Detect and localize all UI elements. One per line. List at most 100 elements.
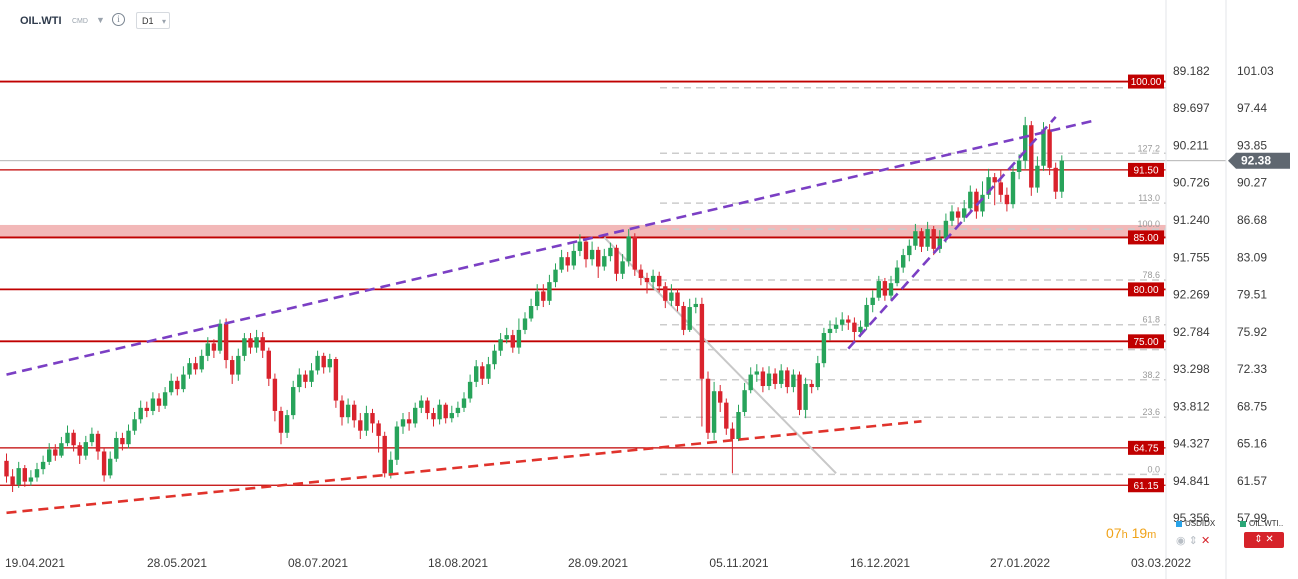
- legend-swatch: [1240, 520, 1246, 527]
- candle-body-up: [297, 374, 302, 388]
- candle-body-up: [608, 247, 613, 257]
- secondary-y-tick-label: 90.211: [1173, 138, 1209, 152]
- candle-body-down: [510, 335, 515, 348]
- candle-body-up: [754, 371, 759, 375]
- candle-body-down: [614, 247, 619, 274]
- candle-body-down: [663, 286, 668, 301]
- secondary-y-tick-label: 91.755: [1173, 250, 1210, 264]
- candle-body-down: [144, 407, 149, 411]
- candle-body-down: [998, 182, 1003, 195]
- channel-lower-line: [847, 116, 1057, 350]
- timer-m-unit: m: [1147, 529, 1157, 541]
- candle-body-down: [266, 350, 271, 379]
- candle-body-down: [632, 236, 637, 270]
- candle-body-up: [59, 443, 64, 456]
- secondary-y-tick-label: 93.298: [1173, 362, 1210, 376]
- candle-body-down: [681, 306, 686, 330]
- candle-body-up: [748, 374, 753, 391]
- candle-body-down: [339, 400, 345, 418]
- secondary-y-tick-label: 94.841: [1173, 474, 1210, 488]
- candle-body-up: [437, 404, 442, 420]
- y-tick-label: 93.85: [1237, 138, 1267, 152]
- candle-body-down: [724, 402, 729, 429]
- candle-body-up: [650, 275, 656, 283]
- candle-body-up: [876, 281, 881, 298]
- candle-body-up: [315, 355, 320, 371]
- candle-body-up: [236, 355, 241, 375]
- legend-label-oilwti: OIL.WTI..: [1249, 519, 1284, 528]
- sort-icon[interactable]: ⇕: [1254, 534, 1263, 545]
- secondary-y-tick-label: 95.356: [1173, 511, 1210, 525]
- fib-label: 38.2: [1142, 370, 1160, 380]
- candle-body-down: [852, 322, 857, 332]
- candle-body-down: [699, 303, 705, 379]
- candle-body-down: [303, 374, 308, 382]
- candle-body-down: [223, 323, 229, 361]
- candle-body-down: [1053, 167, 1058, 192]
- y-tick-label: 86.68: [1237, 213, 1267, 227]
- candle-body-down: [955, 211, 961, 218]
- candle-body-up: [28, 477, 34, 482]
- y-tick-label: 101.03: [1237, 64, 1274, 78]
- candle-body-up: [858, 326, 863, 332]
- candle-body-up: [711, 391, 717, 433]
- x-tick-label: 08.07.2021: [288, 556, 348, 570]
- candle-body-down: [260, 337, 265, 351]
- candle-body-up: [83, 442, 88, 456]
- symbol-dropdown-icon[interactable]: ▼: [96, 15, 105, 25]
- candle-body-down: [974, 191, 979, 212]
- candle-body-up: [65, 432, 70, 444]
- current-price-tag: [1228, 152, 1290, 169]
- level-label: 91.50: [1133, 165, 1158, 176]
- channel-upper-line: [6, 119, 1093, 376]
- candle-body-up: [504, 335, 509, 340]
- symbol-label[interactable]: OIL.WTI: [20, 15, 62, 27]
- close-icon[interactable]: ✕: [1200, 535, 1211, 547]
- candle-body-down: [638, 269, 644, 278]
- candle-body-up: [486, 364, 491, 379]
- candle-body-down: [797, 374, 802, 410]
- candle-body-down: [760, 371, 766, 387]
- interval-select[interactable]: D1 ▾: [136, 12, 170, 29]
- candle-body-up: [901, 255, 906, 268]
- candle-body-up: [803, 383, 808, 410]
- y-tick-label: 90.27: [1237, 176, 1267, 190]
- legend-usdidx[interactable]: USDIDX: [1176, 519, 1215, 528]
- timer-minutes: 19: [1131, 525, 1148, 541]
- candle-body-up: [40, 461, 46, 470]
- candle-body-down: [992, 177, 997, 183]
- candle-body-up: [199, 355, 204, 370]
- close-icon[interactable]: ✕: [1265, 534, 1274, 545]
- candle-body-down: [272, 378, 278, 411]
- candle-body-down: [785, 370, 790, 388]
- candle-body-up: [925, 229, 930, 247]
- candle-body-up: [108, 458, 113, 476]
- candle-body-down: [846, 319, 851, 323]
- secondary-y-tick-label: 93.812: [1173, 399, 1210, 413]
- candle-body-up: [449, 413, 454, 419]
- legend-oilwti[interactable]: OIL.WTI..: [1240, 519, 1283, 528]
- candle-body-up: [870, 297, 875, 305]
- y-tick-label: 68.75: [1237, 399, 1267, 413]
- candle-body-up: [779, 370, 784, 384]
- secondary-y-tick-label: 90.726: [1173, 176, 1210, 190]
- level-label-box: [1128, 162, 1164, 177]
- candle-body-down: [4, 460, 9, 477]
- candle-body-up: [34, 469, 40, 478]
- level-label: 61.15: [1133, 481, 1158, 492]
- candle-body-up: [535, 291, 540, 307]
- candle-body-down: [193, 363, 198, 370]
- candle-body-down: [596, 249, 601, 267]
- sort-icon[interactable]: ⇕: [1188, 535, 1198, 547]
- eye-icon[interactable]: ◉: [1176, 535, 1186, 547]
- candle-body-up: [516, 329, 522, 348]
- candle-body-down: [230, 360, 235, 375]
- info-icon[interactable]: i: [112, 13, 125, 26]
- candle-body-down: [565, 257, 570, 266]
- candle-body-up: [254, 337, 259, 348]
- x-tick-label: 28.05.2021: [147, 556, 207, 570]
- candle-body-down: [10, 476, 15, 485]
- candle-body-up: [626, 236, 631, 262]
- candle-body-up: [291, 387, 296, 416]
